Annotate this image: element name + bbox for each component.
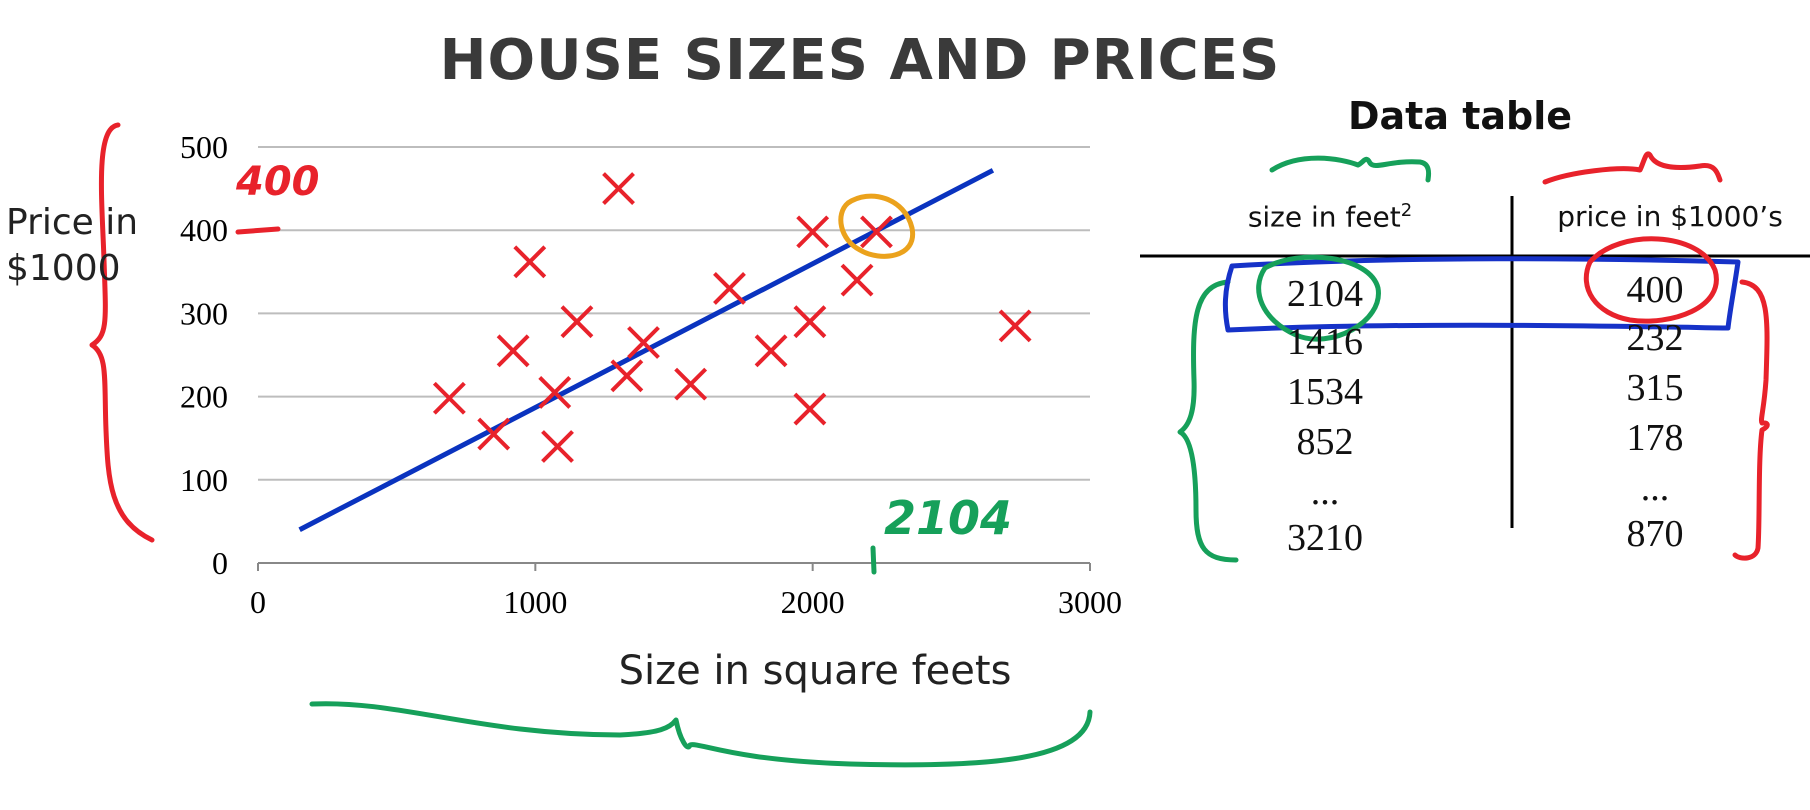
- table-header-price: price in $1000’s: [1557, 200, 1783, 233]
- table-header-size: size in feet2: [1220, 200, 1440, 233]
- data-point-marker: [713, 272, 746, 305]
- price-header-brace: [1542, 151, 1723, 185]
- data-point-marker: [754, 334, 788, 368]
- data-point-marker: [860, 215, 893, 249]
- y-axis-label: Price in $1000: [6, 202, 139, 289]
- table-cell-size: ...: [1310, 471, 1340, 513]
- table-cell-price: 315: [1626, 367, 1684, 409]
- x-marker-annotation: 2104: [884, 491, 1012, 545]
- data-point-marker: [477, 417, 511, 451]
- first-row-highlight-box: [1222, 256, 1741, 333]
- data-point-marker: [793, 392, 827, 426]
- table-cell-price: 232: [1626, 317, 1684, 359]
- first-size-circle: [1256, 254, 1381, 342]
- y-tick-label: 0: [212, 545, 228, 581]
- x-tick-label: 0: [250, 584, 266, 620]
- first-price-circle: [1583, 236, 1719, 324]
- highlight-circle-annotation: [838, 193, 916, 259]
- x-tick-label: 1000: [503, 584, 567, 620]
- y-tick-label: 400: [180, 212, 228, 248]
- data-point-marker: [840, 263, 874, 297]
- table-cell-size: 1534: [1287, 371, 1363, 413]
- y-marker-annotation: 400: [235, 159, 320, 205]
- table-cell-price: ...: [1640, 467, 1670, 509]
- table-cell-size: 1416: [1287, 321, 1363, 363]
- size-header-brace: [1269, 155, 1432, 183]
- table-cell-size: 2104: [1287, 273, 1363, 315]
- axes: [257, 562, 1091, 571]
- data-point-marker: [538, 376, 572, 409]
- data-point-marker: [610, 359, 644, 393]
- x-tick-label: 2000: [781, 584, 845, 620]
- table-cell-price: 400: [1626, 269, 1684, 311]
- table-header-size-text: size in feet: [1247, 200, 1401, 234]
- y-tick-label: 200: [180, 379, 228, 415]
- y-marker-dash: [235, 226, 281, 235]
- y-tick-label: 300: [180, 295, 228, 331]
- data-point-marker: [513, 245, 547, 279]
- x-marker-tick: [870, 545, 877, 575]
- grid-lines: [258, 146, 1090, 481]
- fit-line: [298, 168, 995, 532]
- data-point-marker: [674, 367, 708, 401]
- page-title: HOUSE SIZES AND PRICES: [439, 28, 1281, 93]
- data-points: [432, 172, 1032, 463]
- y-brace-annotation: [89, 122, 155, 543]
- data-point-marker: [796, 215, 830, 249]
- table-cell-size: 3210: [1287, 517, 1363, 559]
- data-point-marker: [496, 334, 530, 368]
- price-column-brace: [1732, 279, 1770, 561]
- y-tick-label: 100: [180, 462, 228, 498]
- x-tick-label: 3000: [1058, 584, 1122, 620]
- x-axis-label: Size in square feets: [618, 648, 1012, 694]
- data-point-marker: [541, 430, 574, 463]
- table-cell-price: 870: [1626, 513, 1684, 555]
- y-tick-label: 500: [180, 129, 228, 165]
- size-column-brace: [1177, 279, 1239, 563]
- data-point-marker: [793, 305, 827, 339]
- data-point-marker: [602, 172, 635, 206]
- table-title: Data table: [1347, 94, 1573, 138]
- table-cell-size: 852: [1296, 421, 1354, 463]
- data-point-marker: [998, 309, 1032, 343]
- data-point-marker: [627, 326, 660, 359]
- data-point-marker: [560, 305, 594, 339]
- table-header-size-sup: 2: [1400, 200, 1413, 221]
- table-cell-price: 178: [1626, 417, 1684, 459]
- data-point-marker: [432, 381, 466, 415]
- x-brace-annotation: [309, 701, 1093, 768]
